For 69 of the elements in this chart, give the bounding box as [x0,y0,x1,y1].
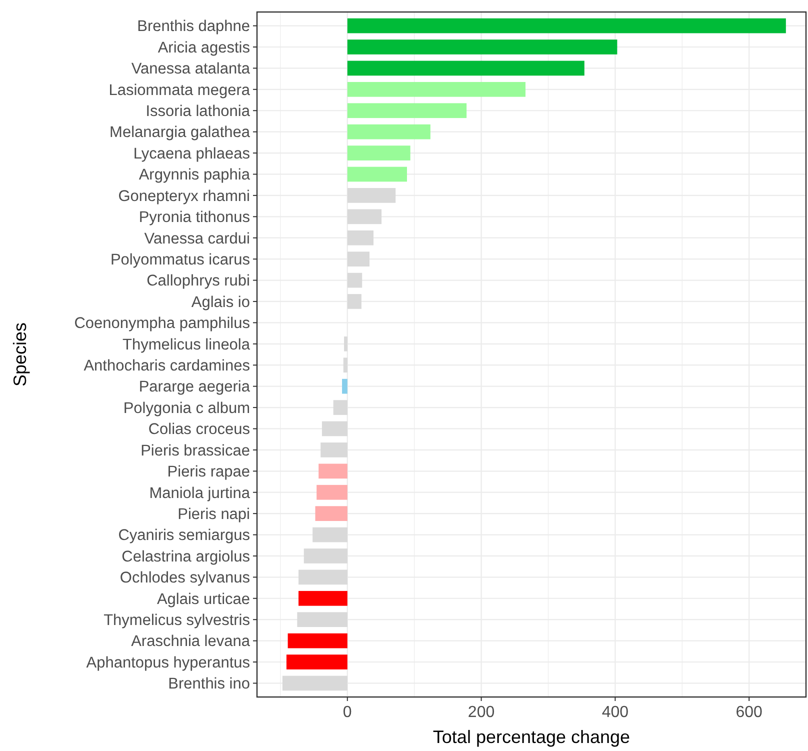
bar [347,252,370,266]
y-tick-label: Lasiommata megera [108,82,250,99]
bar [347,209,382,224]
bar [347,188,396,203]
bar [286,654,348,670]
bar [318,464,348,479]
y-tick-label: Brenthis daphne [137,18,250,36]
bar [347,103,467,118]
y-tick-label: Pieris rapae [167,464,250,481]
bar [347,294,362,309]
bar [347,166,407,182]
bar [320,442,348,458]
x-tick-label: 200 [468,704,495,721]
bar [316,484,348,500]
x-tick-label: 0 [342,704,352,721]
bar [347,60,584,76]
bar [347,272,362,288]
bar [347,124,430,140]
bar [282,676,348,691]
y-tick-label: Coenonympha pamphilus [74,315,250,332]
y-tick-label: Aglais urticae [156,590,250,608]
bar [288,633,348,648]
y-tick-label: Ochlodes sylvanus [120,570,250,587]
y-axis-title: Species [10,322,30,387]
y-tick-label: Argynnis paphia [138,166,250,184]
bar [347,146,410,160]
y-tick-label: Thymelicus sylvestris [104,612,250,630]
y-tick-label: Pieris brassicae [140,442,250,460]
bar [342,378,348,394]
bar [312,527,348,542]
bar [315,506,348,521]
y-tick-label: Brenthis ino [168,676,250,693]
y-tick-label: Callophrys rubi [146,272,250,290]
bar [347,230,374,246]
bar [298,570,348,585]
y-tick-label: Lycaena phlaeas [133,145,250,162]
y-tick-label: Pyronia tithonus [138,209,250,226]
bar [347,40,618,54]
bar [344,336,348,352]
bar [322,421,348,436]
y-tick-label: Cyaniris semiargus [118,527,250,544]
bar [343,358,348,373]
y-tick-label: Araschnia levana [131,633,250,650]
y-tick-label: Vanessa atalanta [131,60,250,78]
bar [333,400,348,415]
bar [347,18,786,34]
y-tick-label: Gonepteryx rhamni [118,188,250,205]
y-tick-label: Polygonia c album [123,400,250,417]
y-tick-label: Colias croceus [148,421,250,438]
y-tick-label: Aphantopus hyperantus [86,654,250,672]
y-tick-label: Polyommatus icarus [110,251,250,268]
y-tick-label: Maniola jurtina [149,484,250,502]
x-tick-label: 400 [602,704,629,721]
bar [298,590,348,606]
bar [304,548,348,564]
y-tick-label: Issoria lathonia [146,103,250,120]
y-tick-label: Pararge aegeria [138,378,250,396]
x-tick-label: 600 [736,704,763,721]
y-tick-label: Thymelicus lineola [122,336,250,354]
bar [297,612,348,628]
y-tick-label: Vanessa cardui [144,230,250,248]
y-tick-label: Pieris napi [178,506,250,523]
bar [347,82,526,97]
y-tick-label: Anthocharis cardamines [84,358,250,375]
y-tick-label: Aricia agestis [158,39,250,56]
y-tick-label: Celastrina argiolus [122,548,250,566]
y-tick-label: Aglais io [191,294,250,311]
x-axis-title: Total percentage change [432,727,630,747]
y-tick-label: Melanargia galathea [110,124,250,142]
